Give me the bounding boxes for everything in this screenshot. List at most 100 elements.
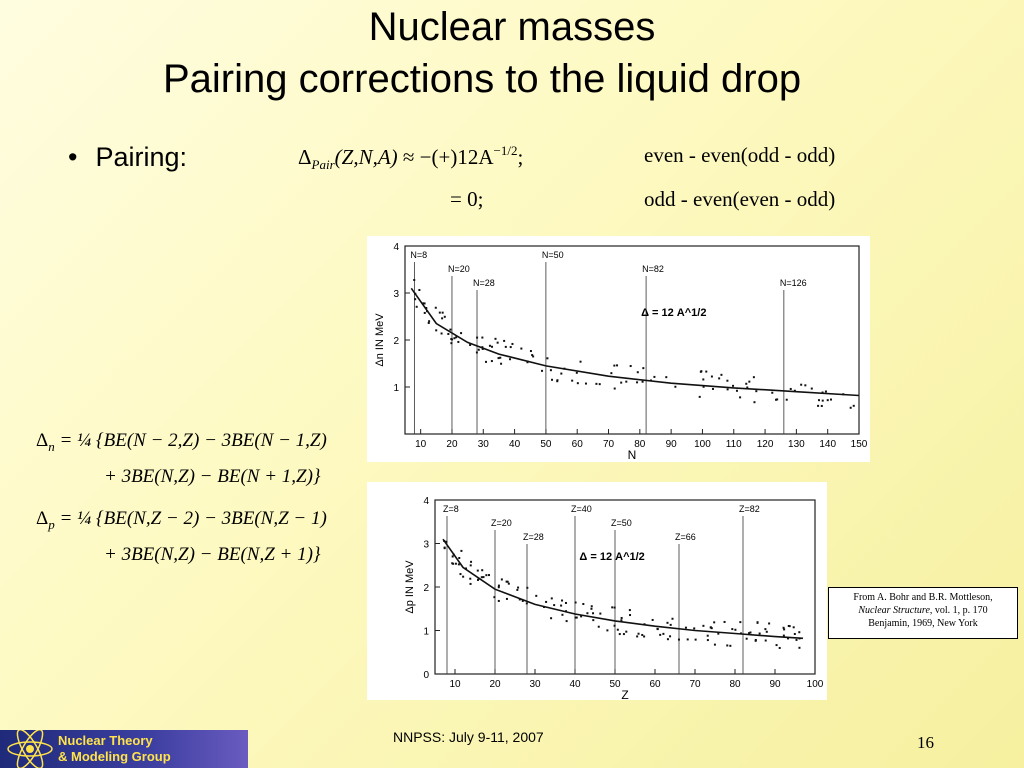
data-point [505, 597, 508, 600]
delta-n-rhs2: + 3BE(N,Z) − BE(N + 1,Z)} [104, 466, 321, 487]
data-point [415, 305, 418, 308]
formula-curve [410, 287, 860, 397]
data-point [798, 646, 801, 649]
data-point [620, 381, 623, 384]
data-point [485, 574, 488, 577]
delta-n-symbol: Δ [36, 430, 49, 451]
data-point [476, 336, 479, 339]
data-point [550, 597, 553, 600]
data-point [516, 588, 519, 591]
data-point [443, 315, 446, 318]
data-point [592, 612, 595, 615]
data-point [477, 348, 480, 351]
data-point [499, 356, 502, 359]
data-point [817, 404, 820, 407]
data-point [507, 582, 510, 585]
data-point [477, 577, 480, 580]
data-point [494, 337, 497, 340]
data-point [713, 643, 716, 646]
data-point [783, 628, 786, 631]
data-point [694, 638, 697, 641]
data-point [820, 404, 823, 407]
data-point [598, 383, 601, 386]
magic-number-label: Z=82 [739, 504, 760, 514]
magic-number-label: Z=50 [611, 518, 632, 528]
slide-subtitle: Pairing corrections to the liquid drop [162, 57, 802, 101]
data-point [465, 567, 468, 570]
data-point [717, 632, 720, 635]
data-point [521, 599, 524, 602]
data-point [700, 370, 703, 373]
data-point [756, 621, 759, 624]
data-point [525, 602, 528, 605]
data-point [493, 596, 496, 599]
data-point [497, 586, 500, 589]
data-point [457, 340, 460, 343]
delta-p-rhs1: = ¼ {BE(N,Z − 2) − 3BE(N,Z − 1) [59, 508, 327, 529]
data-point [754, 639, 757, 642]
data-point [481, 347, 484, 350]
data-point [561, 599, 564, 602]
data-point [505, 580, 508, 583]
data-point [706, 639, 709, 642]
data-point [636, 381, 639, 384]
data-point [720, 373, 723, 376]
data-point [584, 382, 587, 385]
delta-p-rhs2: + 3BE(N,Z) − BE(N,Z + 1)} [104, 544, 321, 565]
delta-n-rhs1: = ¼ {BE(N − 2,Z) − 3BE(N − 1,Z) [59, 430, 327, 451]
y-tick-label: 3 [423, 540, 429, 551]
delta-n-equation-line2: + 3BE(N,Z) − BE(N + 1,Z)} [104, 466, 321, 488]
x-tick-label: 70 [689, 679, 701, 690]
x-tick-label: 40 [569, 679, 581, 690]
y-axis-label: Δp IN MeV [404, 560, 416, 614]
data-point [636, 371, 639, 374]
x-axis-label: N [628, 448, 637, 462]
data-point [745, 637, 748, 640]
data-point [476, 578, 479, 581]
x-tick-label: 60 [649, 679, 661, 690]
data-point [731, 628, 734, 631]
data-point [613, 624, 616, 627]
data-point [497, 584, 500, 587]
magic-number-label: Z=8 [443, 504, 459, 514]
data-point [435, 329, 438, 332]
data-point [574, 616, 577, 619]
data-point [671, 617, 674, 620]
data-point [517, 586, 520, 589]
data-point [723, 620, 726, 623]
data-point [620, 616, 623, 619]
data-point [698, 395, 701, 398]
data-point [599, 612, 602, 615]
x-tick-label: 20 [446, 439, 458, 450]
data-point [453, 337, 456, 340]
data-point [482, 576, 485, 579]
data-point [546, 357, 549, 360]
pairing-equation-line1: ΔPair(Z,N,A) ≈ −(+)12A−1/2; [298, 143, 523, 173]
data-point [454, 562, 457, 565]
data-point [788, 625, 791, 628]
data-point [590, 607, 593, 610]
data-point [531, 354, 534, 357]
data-point [764, 639, 767, 642]
data-point [642, 367, 645, 370]
x-tick-label: 140 [819, 439, 836, 450]
data-point [702, 624, 705, 627]
data-point [556, 380, 559, 383]
logo-line1: Nuclear Theory [58, 733, 153, 748]
data-point [445, 540, 448, 543]
data-point [669, 635, 672, 638]
data-point [702, 385, 705, 388]
data-point [649, 379, 652, 382]
data-point [440, 332, 443, 335]
data-point [426, 310, 429, 313]
group-logo: Nuclear Theory & Modeling Group [0, 730, 248, 768]
data-point [849, 406, 852, 409]
data-point [506, 580, 509, 583]
data-point [613, 606, 616, 609]
data-point [469, 577, 472, 580]
data-point [643, 635, 646, 638]
data-point [550, 617, 553, 620]
data-point [636, 635, 639, 638]
data-point [659, 633, 662, 636]
data-point [798, 637, 801, 640]
